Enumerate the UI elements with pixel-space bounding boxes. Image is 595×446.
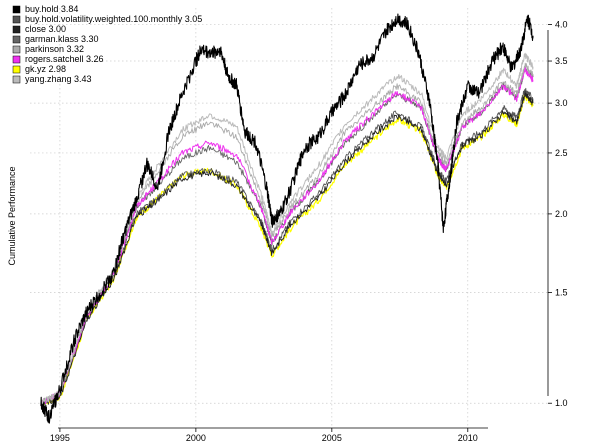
- legend-swatch: [13, 26, 20, 33]
- legend-swatch: [13, 46, 20, 53]
- axes: [58, 25, 552, 432]
- y-tick-label: 3.5: [555, 56, 568, 66]
- x-tick-label: 2005: [322, 433, 342, 443]
- x-tick-label: 1995: [50, 433, 70, 443]
- y-tick-label: 2.0: [555, 209, 568, 219]
- legend-label: gk.yz 2.98: [25, 64, 66, 74]
- y-tick-label: 4.0: [555, 20, 568, 30]
- legend-swatch: [13, 36, 20, 43]
- x-tick-label: 2000: [186, 433, 206, 443]
- y-tick-label: 2.5: [555, 148, 568, 158]
- legend-swatch: [13, 16, 20, 23]
- legend-swatch: [13, 66, 20, 73]
- y-tick-label: 1.0: [555, 398, 568, 408]
- legend: buy.hold 3.84buy.hold.volatility.weighte…: [13, 4, 202, 84]
- legend-label: garman.klass 3.30: [25, 34, 99, 44]
- y-tick-label: 3.0: [555, 98, 568, 108]
- x-tick-label: 2010: [458, 433, 478, 443]
- legend-label: parkinson 3.32: [25, 44, 84, 54]
- y-tick-label: 1.5: [555, 287, 568, 297]
- legend-label: buy.hold.volatility.weighted.100.monthly…: [25, 14, 202, 24]
- legend-label: rogers.satchell 3.26: [25, 54, 104, 64]
- legend-label: yang.zhang 3.43: [25, 74, 92, 84]
- series-line: [41, 95, 533, 406]
- legend-swatch: [13, 56, 20, 63]
- legend-swatch: [13, 76, 20, 83]
- legend-label: buy.hold 3.84: [25, 4, 78, 14]
- series-lines: [41, 14, 533, 423]
- y-axis-title: Cumulative Performance: [7, 166, 17, 265]
- legend-label: close 3.00: [25, 24, 66, 34]
- series-line: [41, 14, 533, 423]
- legend-swatch: [13, 6, 20, 13]
